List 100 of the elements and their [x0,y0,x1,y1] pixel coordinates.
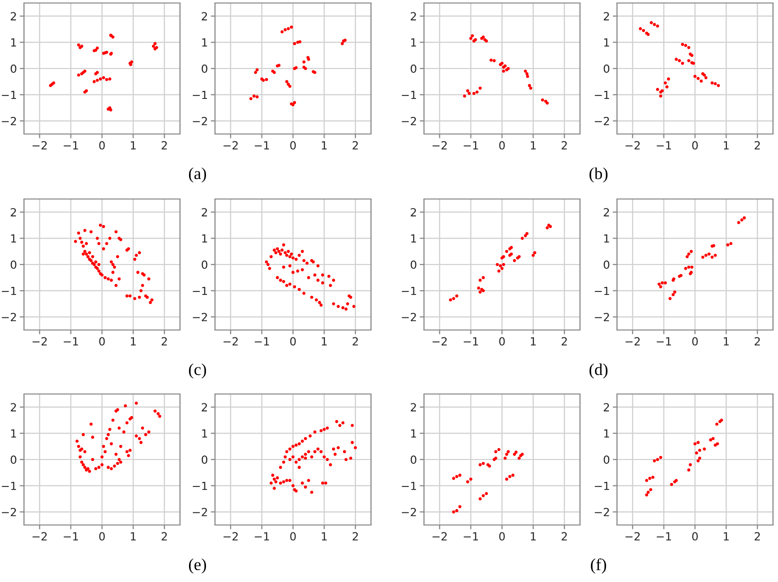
text: (e) [188,558,206,574]
x-tick-label: 0 [290,141,296,150]
y-tick-label: 2 [202,12,207,20]
x-tick-label: −1 [464,141,478,150]
y-tick-label: 1 [604,429,610,438]
x-tick-label: −2 [626,141,640,150]
y-tick-label: 2 [410,12,416,20]
x-tick-label: −2 [32,337,47,346]
y-tick-label: 2 [410,403,416,412]
y-tick-label: 2 [604,403,609,412]
y-tick-label: −1 [192,286,208,295]
x-tick-label: 1 [530,532,536,540]
y-tick-label: 0 [10,455,16,464]
x-tick-label: 0 [290,337,296,346]
x-tick-label: −1 [254,337,269,346]
x-tick-label: 2 [754,532,760,540]
x-tick-label: 2 [562,337,567,346]
text: (f) [590,558,606,574]
text: (d) [590,363,608,379]
y-tick-label: −1 [594,286,610,295]
x-tick-label: 2 [162,141,167,150]
x-tick-label: −2 [224,532,238,540]
x-tick-label: 1 [724,532,729,540]
x-tick-label: −1 [64,532,78,540]
y-tick-label: 1 [202,234,208,243]
x-tick-label: −2 [626,337,640,346]
x-tick-label: 0 [692,532,698,541]
x-tick-label: 1 [322,141,327,150]
y-tick-label: −2 [402,508,416,516]
y-tick-label: 2 [10,403,16,412]
x-tick-label: 0 [499,532,505,541]
y-tick-label: 2 [202,403,207,412]
y-tick-label: −1 [594,90,610,99]
y-tick-label: −2 [2,312,16,322]
y-tick-label: −1 [192,90,208,99]
x-tick-label: −1 [254,532,269,540]
y-tick-label: 2 [604,208,609,216]
y-tick-label: 0 [604,455,610,464]
y-tick-label: 2 [604,12,609,20]
y-tick-label: −1 [402,90,416,99]
y-tick-label: 1 [411,234,416,243]
x-tick-label: 2 [562,532,567,540]
y-tick-label: −2 [192,116,207,126]
x-tick-label: 1 [130,337,136,346]
x-tick-label: 1 [322,532,327,540]
x-tick-label: 2 [754,337,760,346]
y-tick-label: 0 [202,455,208,464]
x-tick-label: −1 [464,532,478,540]
x-tick-label: 1 [322,337,327,346]
y-tick-label: 1 [604,234,610,243]
x-tick-label: −2 [32,141,47,150]
x-tick-label: 0 [499,337,505,346]
y-tick-label: 1 [411,429,416,438]
x-tick-label: −2 [224,337,238,346]
x-tick-label: 0 [99,532,105,541]
y-tick-label: 0 [202,260,208,269]
x-tick-label: 0 [692,141,698,150]
x-tick-label: 1 [724,337,729,346]
y-tick-label: −2 [594,312,609,322]
x-tick-label: −2 [32,532,47,540]
y-tick-label: −1 [594,482,610,490]
x-tick-label: 2 [352,337,358,346]
y-tick-label: 0 [604,260,610,269]
y-tick-label: −2 [594,116,609,126]
y-tick-label: −1 [2,286,16,295]
x-tick-label: −2 [432,141,447,150]
x-tick-label: 1 [130,141,136,150]
y-tick-label: −2 [192,508,207,516]
y-tick-label: 0 [10,64,16,73]
y-tick-label: −2 [2,116,16,126]
y-tick-label: −2 [594,508,609,516]
y-tick-label: 1 [11,429,16,438]
x-tick-label: −1 [464,337,478,346]
x-tick-label: 2 [754,141,760,150]
x-tick-label: −2 [432,337,447,346]
y-tick-label: 2 [10,208,16,216]
y-tick-label: 1 [604,38,610,47]
x-tick-label: −1 [64,337,78,346]
y-tick-label: −1 [192,482,208,490]
y-tick-label: 0 [410,260,416,269]
y-tick-label: 2 [410,208,416,216]
x-tick-label: 2 [162,532,167,540]
x-tick-label: −1 [254,141,269,150]
x-tick-label: 2 [562,141,567,150]
y-tick-label: 1 [411,38,416,47]
x-tick-label: 0 [692,337,698,346]
y-tick-label: −1 [2,90,16,99]
x-tick-label: 2 [162,337,167,346]
y-tick-label: 1 [11,38,16,47]
text: (c) [188,363,206,379]
y-tick-label: 2 [202,208,207,216]
x-tick-label: 2 [352,532,358,540]
x-tick-label: −2 [224,141,238,150]
y-tick-label: 0 [10,260,16,269]
y-tick-label: −2 [2,508,16,516]
y-tick-label: −2 [402,116,416,126]
y-tick-label: −1 [2,482,16,490]
y-tick-label: 1 [11,234,16,243]
y-tick-label: 0 [410,455,416,464]
x-tick-label: 1 [530,337,536,346]
